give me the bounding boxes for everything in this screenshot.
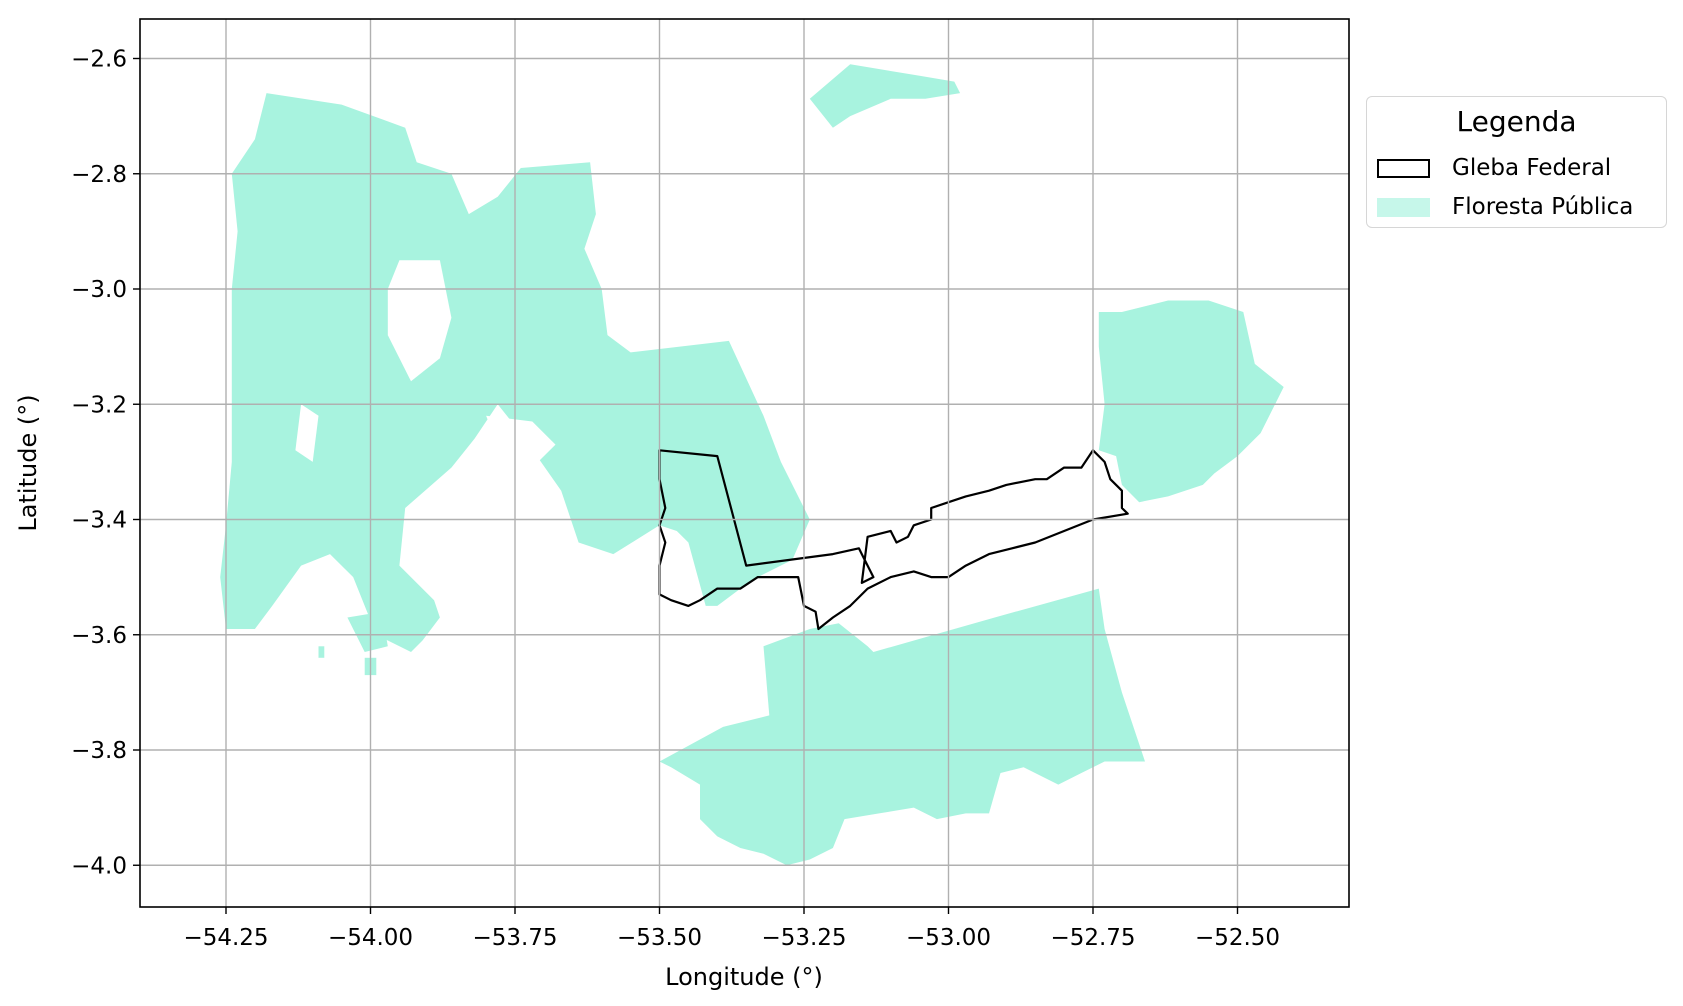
y-tick-label: −3.4 <box>71 508 127 534</box>
y-tick-label: −3.6 <box>71 623 127 649</box>
y-tick-label: −4.0 <box>71 853 127 879</box>
floresta-publica-south-block <box>659 588 1145 866</box>
y-tick-label: −2.6 <box>71 47 127 73</box>
x-tick-label: −53.25 <box>761 925 846 951</box>
x-tick-label: −52.75 <box>1050 925 1135 951</box>
legend-label-gleba-federal: Gleba Federal <box>1452 155 1612 181</box>
gleba-federal-boundary <box>658 449 1129 631</box>
y-tick-label: −3.8 <box>71 738 127 764</box>
floresta-publica-lower-islet-c <box>318 646 325 658</box>
y-tick-label: −2.8 <box>71 162 127 188</box>
forest-clearing-1 <box>486 415 556 462</box>
x-tick-label: −53.75 <box>472 925 557 951</box>
legend-item-floresta-publica: Floresta Pública <box>1377 194 1633 220</box>
legend-label-floresta-publica: Floresta Pública <box>1452 194 1634 220</box>
x-tick-label: −53.50 <box>617 925 702 951</box>
gleba-federal-swatch <box>1377 158 1430 178</box>
floresta-publica-lower-islet-a <box>347 611 388 652</box>
legend-title: Legenda <box>1456 105 1577 138</box>
grid-lines <box>140 19 1349 907</box>
x-axis-label: Longitude (°) <box>665 963 823 991</box>
legend-item-gleba-federal: Gleba Federal <box>1377 155 1611 181</box>
y-tick-label: −3.2 <box>71 392 127 418</box>
floresta-publica-northern-islet <box>809 64 961 128</box>
axis-ticks: −54.25 −54.00 −53.75 −53.50 −53.25 −53.00 −52.… <box>71 47 1280 952</box>
x-tick-label: −54.25 <box>183 925 268 951</box>
y-axis-label: Latitude (°) <box>14 394 42 531</box>
forest-clearing-0 <box>387 260 452 382</box>
x-tick-label: −52.50 <box>1195 925 1280 951</box>
x-tick-label: −53.00 <box>906 925 991 951</box>
plot-frame <box>139 18 1350 908</box>
legend: Legenda Gleba Federal Floresta Pública <box>1366 96 1667 228</box>
x-tick-label: −54.00 <box>328 925 413 951</box>
forest-clearing-2 <box>295 404 319 462</box>
y-tick-label: −3.0 <box>71 277 127 303</box>
floresta-publica-swatch <box>1377 197 1430 217</box>
